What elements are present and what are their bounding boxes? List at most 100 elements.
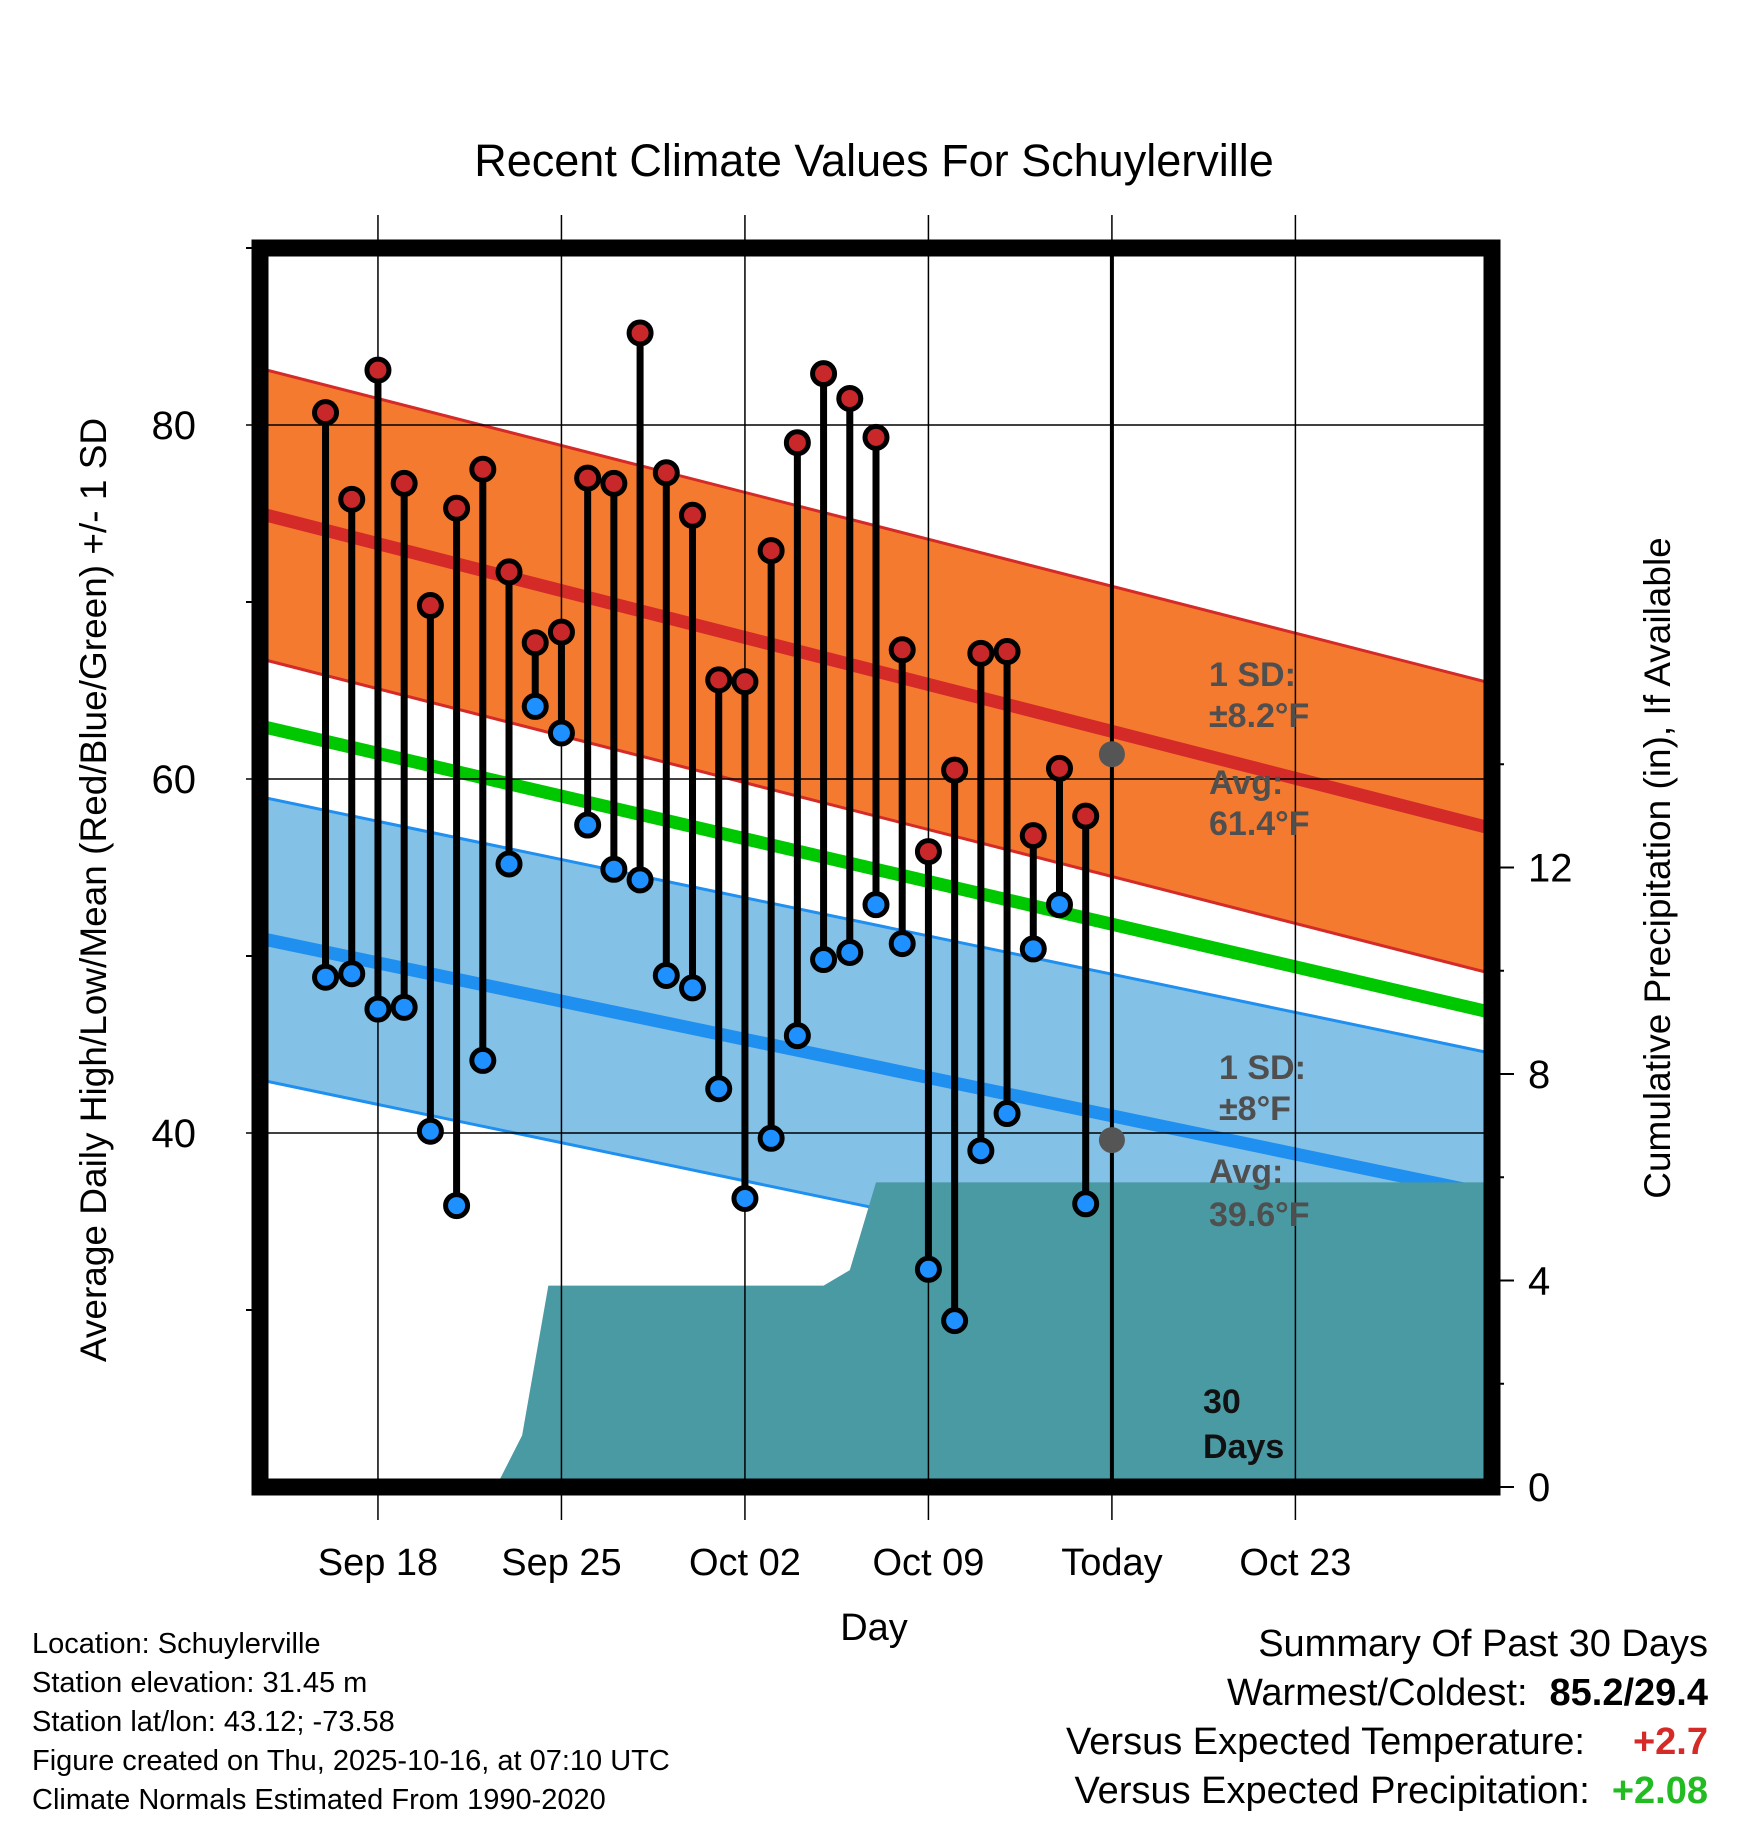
summary-temp-value: +2.7 <box>1632 1721 1708 1763</box>
daily-low-point <box>1072 1190 1100 1218</box>
daily-high-point <box>521 629 549 657</box>
low-sd-label: 1 SD: <box>1219 1049 1306 1087</box>
today-low-avg-point <box>1098 1127 1125 1154</box>
low-avg-label: Avg: <box>1209 1153 1283 1191</box>
daily-high-point <box>679 501 707 529</box>
days-count-number: 30 <box>1203 1383 1241 1421</box>
daily-high-point <box>810 360 838 388</box>
x-axis-label: Day <box>840 1607 908 1649</box>
y2-axis-label: Cumulative Precipitation (in), If Availa… <box>1637 537 1678 1199</box>
summary-precip-label: Versus Expected Precipitation: <box>1074 1770 1590 1812</box>
daily-low-point <box>390 993 418 1021</box>
daily-high-point <box>443 494 471 522</box>
labels: Sep 18 Sep 25 Oct 02 Oct 09 Today Oct 2380604… <box>152 404 1573 1584</box>
daily-high-point <box>862 423 890 451</box>
low-sd-value: ±8°F <box>1219 1090 1291 1128</box>
y2-tick-label: 4 <box>1528 1260 1550 1304</box>
daily-low-point <box>652 961 680 989</box>
daily-high-point <box>469 455 497 483</box>
daily-low-point <box>731 1184 759 1212</box>
y2-tick-label: 12 <box>1528 847 1573 891</box>
daily-high-point <box>1045 754 1073 782</box>
daily-low-point <box>416 1117 444 1145</box>
daily-high-point <box>1019 822 1047 850</box>
daily-low-point <box>574 811 602 839</box>
daily-low-point <box>626 866 654 894</box>
daily-high-point <box>600 469 628 497</box>
summary-panel: Summary Of Past 30 Days Warmest/Coldest:… <box>1066 1620 1708 1816</box>
daily-low-point <box>705 1075 733 1103</box>
daily-high-point <box>652 459 680 487</box>
x-tick-label: Sep 18 <box>318 1542 438 1584</box>
daily-high-point <box>757 537 785 565</box>
info-normals: Climate Normals Estimated From 1990-2020 <box>32 1784 606 1816</box>
daily-high-point <box>783 429 811 457</box>
daily-high-point <box>416 592 444 620</box>
daily-low-point <box>888 930 916 958</box>
daily-high-point <box>338 485 366 513</box>
daily-high-point <box>312 399 340 427</box>
summary-temp-label: Versus Expected Temperature: <box>1066 1721 1585 1763</box>
daily-high-point <box>888 636 916 664</box>
daily-high-point <box>941 756 969 784</box>
y-tick-label: 40 <box>152 1112 197 1156</box>
y-tick-label: 60 <box>152 758 197 802</box>
daily-high-point <box>731 668 759 696</box>
summary-warm-cold-label: Warmest/Coldest: <box>1226 1672 1528 1714</box>
data-marks <box>312 248 1125 1487</box>
daily-low-point <box>495 850 523 878</box>
daily-low-point <box>967 1137 995 1165</box>
daily-high-point <box>547 618 575 646</box>
y2-tick-label: 0 <box>1528 1466 1550 1510</box>
daily-high-point <box>705 666 733 694</box>
info-location: Location: Schuylerville <box>32 1628 321 1660</box>
low-avg-value: 39.6°F <box>1209 1196 1310 1234</box>
daily-low-point <box>810 946 838 974</box>
daily-high-point <box>993 638 1021 666</box>
daily-low-point <box>862 891 890 919</box>
daily-low-point <box>1019 935 1047 963</box>
info-latlon: Station lat/lon: 43.12; -73.58 <box>32 1706 395 1738</box>
high-sd-value: ±8.2°F <box>1209 697 1309 735</box>
daily-low-point <box>1045 891 1073 919</box>
daily-low-point <box>836 938 864 966</box>
y-tick-label: 80 <box>152 404 197 448</box>
x-tick-label: Today <box>1061 1542 1162 1584</box>
plot-frame <box>251 239 1501 1496</box>
precipitation-area <box>260 1182 1492 1487</box>
daily-high-point <box>626 319 654 347</box>
x-tick-label: Oct 23 <box>1239 1542 1351 1584</box>
station-info: Location: Schuylerville Station elevatio… <box>32 1625 670 1820</box>
daily-low-point <box>679 974 707 1002</box>
daily-low-point <box>783 1022 811 1050</box>
daily-low-point <box>364 995 392 1023</box>
daily-low-point <box>547 719 575 747</box>
daily-high-point <box>495 558 523 586</box>
summary-title: Summary Of Past 30 Days <box>1258 1623 1708 1665</box>
daily-low-point <box>443 1192 471 1220</box>
y2-tick-label: 8 <box>1528 1053 1550 1097</box>
daily-low-point <box>914 1255 942 1283</box>
daily-high-point <box>390 469 418 497</box>
high-avg-label: Avg: <box>1209 764 1283 802</box>
daily-high-point <box>967 639 995 667</box>
info-elevation: Station elevation: 31.45 m <box>32 1667 368 1699</box>
daily-low-point <box>600 855 628 883</box>
y-axis-label: Average Daily High/Low/Mean (Red/Blue/Gr… <box>73 418 114 1362</box>
daily-low-point <box>993 1100 1021 1128</box>
daily-high-point <box>364 356 392 384</box>
daily-low-point <box>312 963 340 991</box>
daily-low-point <box>941 1307 969 1335</box>
daily-high-point <box>836 384 864 412</box>
chart-title: Recent Climate Values For Schuylerville <box>474 135 1273 186</box>
days-count-word: Days <box>1203 1428 1284 1466</box>
x-tick-label: Sep 25 <box>501 1542 621 1584</box>
info-created: Figure created on Thu, 2025-10-16, at 07… <box>32 1745 670 1777</box>
summary-warm-cold-value: 85.2/29.4 <box>1549 1672 1708 1714</box>
normal-low-line <box>260 931 1492 1202</box>
summary-precip-value: +2.08 <box>1611 1770 1708 1812</box>
x-tick-label: Oct 02 <box>689 1542 801 1584</box>
daily-high-point <box>914 838 942 866</box>
today-high-avg-point <box>1098 741 1125 768</box>
